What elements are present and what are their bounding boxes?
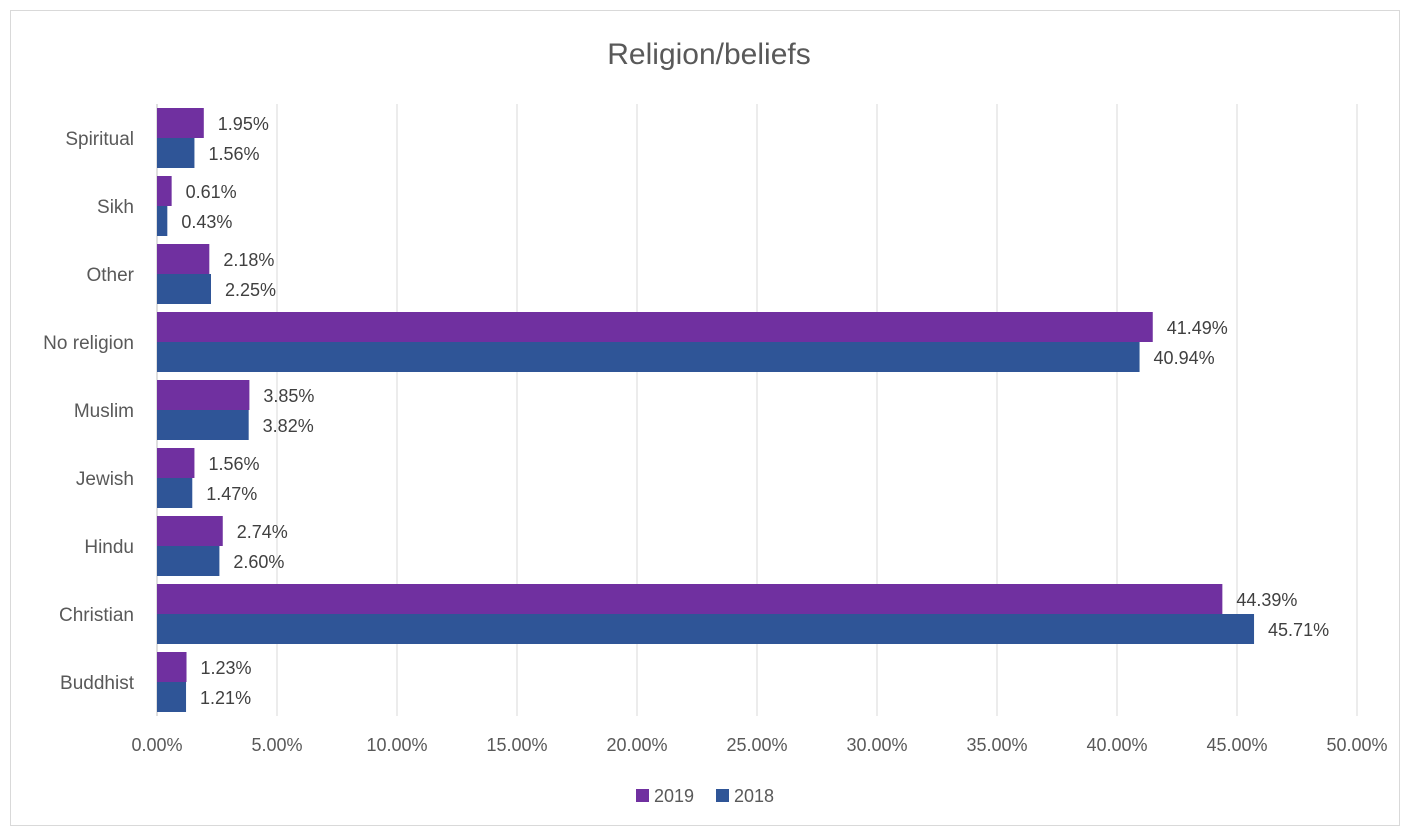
bar-2019 [157, 448, 195, 478]
bar-2018 [157, 342, 1140, 372]
data-label: 2.74% [237, 522, 288, 542]
legend: 2019 2018 [636, 786, 774, 806]
bar-2018 [157, 682, 187, 712]
x-tick-label: 5.00% [251, 735, 302, 755]
bar-2018 [157, 138, 195, 168]
bar-2018 [157, 206, 168, 236]
bar-2019 [157, 244, 210, 274]
bar-2019 [157, 176, 172, 206]
legend-swatch-2019 [636, 789, 649, 802]
bars [157, 108, 1255, 712]
category-label: Buddhist [60, 673, 135, 694]
data-label: 1.21% [200, 688, 251, 708]
data-label: 40.94% [1154, 348, 1215, 368]
x-tick-label: 0.00% [131, 735, 182, 755]
category-label: Christian [59, 605, 134, 626]
data-label: 1.56% [208, 144, 259, 164]
category-label: Hindu [84, 537, 134, 558]
category-labels: Spiritual Sikh Other No religion Muslim Jewis… [43, 129, 135, 694]
bar-2018 [157, 478, 193, 508]
bar-2019 [157, 108, 204, 138]
category-label: No religion [43, 333, 134, 354]
x-tick-label: 50.00% [1326, 735, 1387, 755]
bar-2019 [157, 652, 187, 682]
data-label: 3.85% [263, 386, 314, 406]
x-tick-label: 30.00% [846, 735, 907, 755]
category-label: Jewish [76, 469, 134, 490]
x-tick-label: 15.00% [486, 735, 547, 755]
x-tick-label: 20.00% [606, 735, 667, 755]
chart-title: Religion/beliefs [607, 38, 810, 71]
x-tick-label: 10.00% [366, 735, 427, 755]
data-label: 45.71% [1268, 620, 1329, 640]
data-label: 2.25% [225, 280, 276, 300]
legend-swatch-2018 [716, 789, 729, 802]
data-label: 1.47% [206, 484, 257, 504]
x-tick-label: 25.00% [726, 735, 787, 755]
category-label: Muslim [74, 401, 134, 422]
legend-label-2019: 2019 [654, 786, 694, 806]
category-label: Other [86, 265, 134, 286]
x-tick-labels: 0.00% 5.00% 10.00% 15.00% 20.00% 25.00% 30.00%… [131, 735, 1387, 755]
x-tick-label: 40.00% [1086, 735, 1147, 755]
legend-label-2018: 2018 [734, 786, 774, 806]
bar-2018 [157, 614, 1255, 644]
data-label: 41.49% [1167, 318, 1228, 338]
data-label: 1.23% [201, 658, 252, 678]
data-labels: 1.95% 1.56% 0.61% 0.43% 2.18% 2.25% 41.49% 40.9… [181, 114, 1329, 708]
data-label: 3.82% [263, 416, 314, 436]
category-label: Spiritual [65, 129, 134, 150]
data-label: 2.60% [233, 552, 284, 572]
bar-2019 [157, 516, 223, 546]
bar-2019 [157, 312, 1153, 342]
data-label: 2.18% [223, 250, 274, 270]
category-label: Sikh [97, 197, 134, 218]
data-label: 1.95% [218, 114, 269, 134]
bar-2019 [157, 380, 250, 410]
bar-2018 [157, 274, 211, 304]
bar-2018 [157, 546, 220, 576]
data-label: 44.39% [1236, 590, 1297, 610]
data-label: 1.56% [208, 454, 259, 474]
data-label: 0.61% [186, 182, 237, 202]
bar-2018 [157, 410, 249, 440]
x-tick-label: 45.00% [1206, 735, 1267, 755]
bar-2019 [157, 584, 1223, 614]
x-tick-label: 35.00% [966, 735, 1027, 755]
data-label: 0.43% [181, 212, 232, 232]
